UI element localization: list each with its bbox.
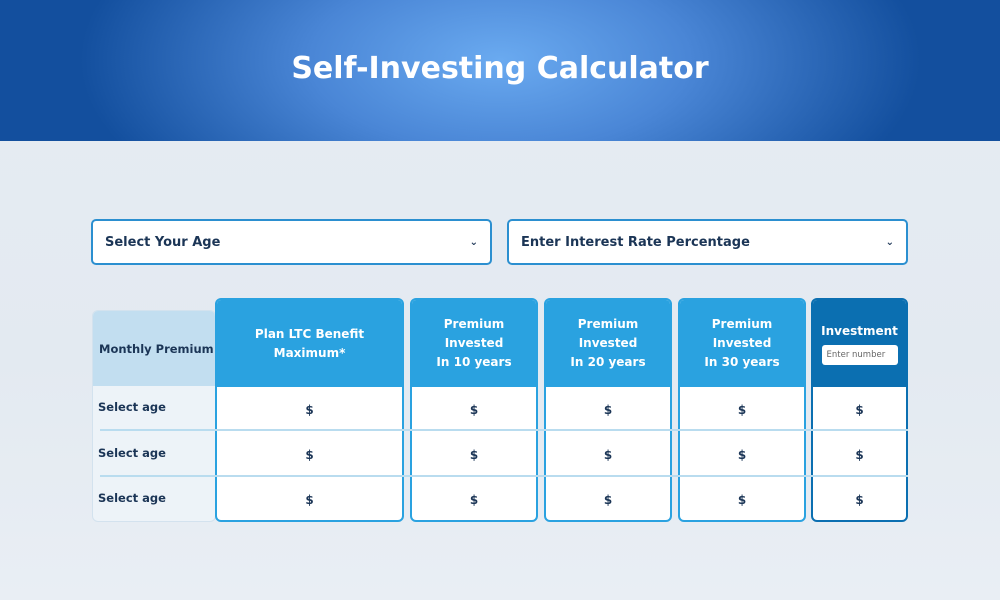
row-label: Select age xyxy=(98,491,166,505)
table-cell: $ xyxy=(737,447,747,462)
chevron-down-icon: ⌄ xyxy=(885,236,894,248)
column-header: Premium Invested xyxy=(443,317,505,350)
row-label: Select age xyxy=(98,446,166,460)
table-cell: $ xyxy=(469,402,479,417)
column-header: Plan LTC Benefit Maximum* xyxy=(254,326,365,360)
row-divider xyxy=(100,429,908,431)
table-cell: $ xyxy=(603,402,613,417)
table-cell: $ xyxy=(855,447,864,462)
chevron-down-icon: ⌄ xyxy=(469,236,478,248)
age-select[interactable]: Select Your Age ⌄ xyxy=(91,219,492,265)
table-cell: $ xyxy=(603,492,613,507)
column-premium-10-years: Premium Invested In 10 years $ $ $ xyxy=(410,298,538,522)
column-plan-ltc-benefit: Plan LTC Benefit Maximum* $ $ $ xyxy=(215,298,404,522)
column-subheader: In 30 years xyxy=(704,355,780,369)
table-cell: $ xyxy=(305,447,314,462)
row-label: Select age xyxy=(98,400,166,414)
table-cell: $ xyxy=(469,492,479,507)
column-subheader: In 10 years xyxy=(436,355,512,369)
monthly-premium-header: Monthly Premium xyxy=(93,311,215,386)
page-title: Self-Investing Calculator xyxy=(291,51,709,86)
table-cell: $ xyxy=(737,402,747,417)
row-label-column: Monthly Premium xyxy=(92,310,216,522)
column-header: Premium Invested xyxy=(711,317,773,350)
table-cell: $ xyxy=(737,492,747,507)
table-cell: $ xyxy=(855,492,864,507)
column-premium-20-years: Premium Invested In 20 years $ $ $ xyxy=(544,298,672,522)
column-premium-30-years: Premium Invested In 30 years $ $ $ xyxy=(678,298,806,522)
table-cell: $ xyxy=(469,447,479,462)
table-cell: $ xyxy=(603,447,613,462)
investment-input[interactable] xyxy=(821,345,898,365)
table-cell: $ xyxy=(305,492,314,507)
interest-rate-select-label: Enter Interest Rate Percentage xyxy=(521,234,750,250)
age-select-label: Select Your Age xyxy=(105,234,221,250)
header-banner: Self-Investing Calculator xyxy=(0,0,1000,141)
table-cell: $ xyxy=(855,402,864,417)
column-investment: Investment $ $ $ xyxy=(811,298,908,522)
column-header: Premium Invested xyxy=(577,317,639,350)
column-header: Investment xyxy=(821,324,898,338)
interest-rate-select[interactable]: Enter Interest Rate Percentage ⌄ xyxy=(507,219,908,265)
table-cell: $ xyxy=(305,402,314,417)
column-subheader: In 20 years xyxy=(570,355,646,369)
row-divider xyxy=(100,475,908,477)
